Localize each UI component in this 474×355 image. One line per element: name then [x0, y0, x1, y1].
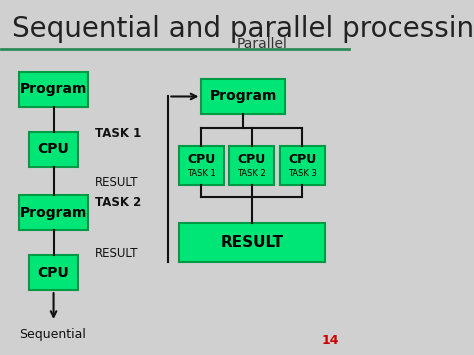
Text: CPU: CPU: [288, 153, 316, 166]
Bar: [179, 223, 325, 262]
Text: TASK 1: TASK 1: [95, 127, 142, 140]
Bar: [179, 146, 224, 185]
Text: Sequential and parallel processing: Sequential and parallel processing: [12, 16, 474, 43]
Text: 14: 14: [321, 334, 339, 346]
Text: Parallel: Parallel: [237, 37, 288, 51]
Bar: [19, 72, 88, 107]
Text: CPU: CPU: [38, 266, 69, 280]
Bar: [19, 195, 88, 230]
Bar: [29, 255, 78, 290]
Text: TASK 2: TASK 2: [95, 196, 142, 209]
Text: Program: Program: [20, 82, 87, 97]
Text: RESULT: RESULT: [95, 247, 139, 260]
Text: CPU: CPU: [38, 142, 69, 156]
Bar: [29, 132, 78, 167]
Text: TASK 1: TASK 1: [187, 169, 216, 178]
Text: RESULT: RESULT: [95, 176, 139, 189]
Text: Program: Program: [20, 206, 87, 220]
Text: CPU: CPU: [187, 153, 216, 166]
Text: TASK 3: TASK 3: [288, 169, 317, 178]
Bar: [229, 146, 274, 185]
Text: Sequential: Sequential: [19, 328, 86, 341]
Text: CPU: CPU: [237, 153, 266, 166]
Text: RESULT: RESULT: [220, 235, 283, 250]
Bar: [201, 79, 285, 114]
Bar: [280, 146, 325, 185]
Text: Program: Program: [210, 89, 277, 104]
Text: TASK 2: TASK 2: [237, 169, 266, 178]
